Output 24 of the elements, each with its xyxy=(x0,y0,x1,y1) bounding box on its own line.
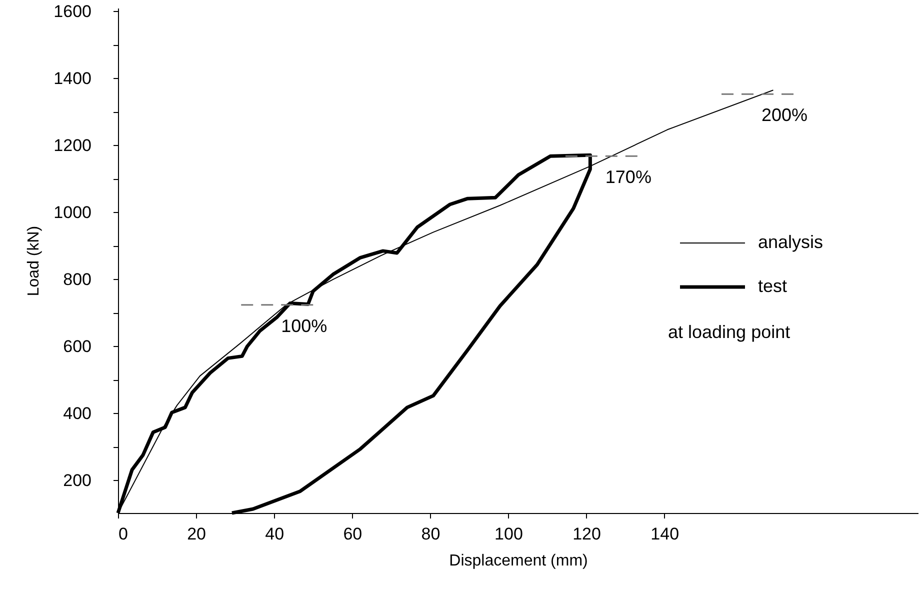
x-tick-label: 40 xyxy=(265,524,284,544)
x-tick-label: 60 xyxy=(343,524,362,544)
x-tick-label: 0 xyxy=(118,524,128,544)
x-tick-label: 20 xyxy=(187,524,206,544)
x-tick-label: 80 xyxy=(421,524,440,544)
x-tick-label: 140 xyxy=(650,524,680,544)
annotation: 100% xyxy=(281,316,328,336)
annotation: 200% xyxy=(762,105,808,126)
x-tick-label: 100 xyxy=(494,524,523,544)
y-tick-label: 400 xyxy=(63,404,92,423)
x-axis-title: Displacement (mm) xyxy=(449,552,588,570)
y-tick-label: 1000 xyxy=(54,202,92,222)
y-tick-label: 800 xyxy=(63,270,92,289)
y-tick-label: 1600 xyxy=(54,2,92,21)
y-tick-label: 1200 xyxy=(54,136,92,155)
y-axis-title: Load (kN) xyxy=(26,226,43,296)
legend-label: analysis xyxy=(758,232,824,252)
y-tick-label: 1400 xyxy=(54,68,92,88)
y-tick-label: 200 xyxy=(63,470,92,490)
legend-label: test xyxy=(758,276,788,296)
annotation: 170% xyxy=(605,167,652,188)
y-tick-label: 600 xyxy=(63,336,92,356)
legend-title: at loading point xyxy=(668,322,790,342)
x-tick-label: 120 xyxy=(572,524,601,544)
